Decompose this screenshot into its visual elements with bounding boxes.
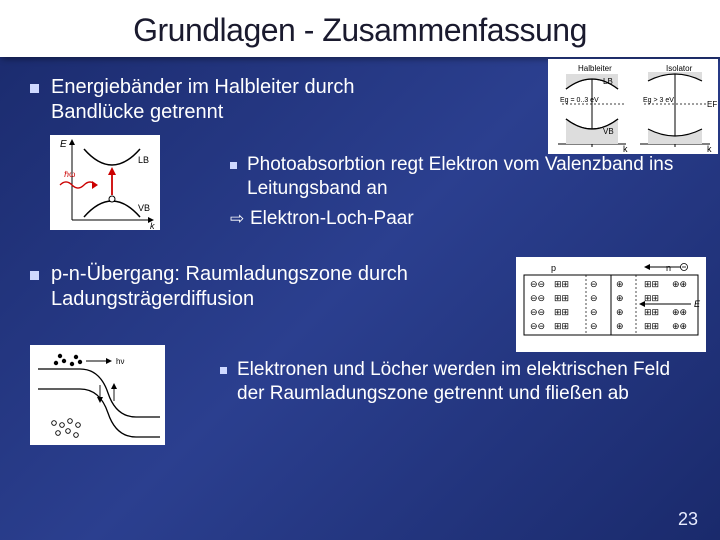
svg-text:⊖⊖: ⊖⊖ [530, 293, 545, 303]
label-halbleiter: Halbleiter [578, 64, 612, 73]
label-isolator: Isolator [666, 64, 693, 73]
svg-text:⊞⊞: ⊞⊞ [554, 321, 569, 331]
bullet-2b: ⇨ Elektron-Loch-Paar [230, 207, 690, 231]
label-lb-1: LB [603, 77, 613, 86]
bullet-square-icon [230, 162, 237, 169]
svg-text:⊞⊞: ⊞⊞ [644, 279, 659, 289]
svg-text:⊖: ⊖ [590, 307, 598, 317]
svg-text:hν: hν [116, 357, 124, 366]
svg-text:⊞⊞: ⊞⊞ [554, 293, 569, 303]
svg-text:⊕⊕: ⊕⊕ [672, 279, 687, 289]
label-hv: ℏω [64, 170, 75, 179]
bullet-3-text: p-n-Übergang: Raumladungszone durch Ladu… [51, 262, 450, 312]
bullet-3: p-n-Übergang: Raumladungszone durch Ladu… [30, 262, 450, 312]
label-eg1: Eg = 0..3 eV [560, 97, 599, 104]
svg-text:⊞⊞: ⊞⊞ [644, 293, 659, 303]
arrow-icon: ⇨ [230, 208, 244, 229]
svg-text:⊕⊕: ⊕⊕ [672, 321, 687, 331]
label-vb-2: VB [138, 203, 150, 213]
bullet-1: Energiebänder im Halbleiter durch Bandlü… [30, 75, 450, 125]
svg-text:⊖: ⊖ [590, 321, 598, 331]
title-bar: Grundlagen - Zusammenfassung [0, 0, 720, 57]
bullet-square-icon [30, 84, 39, 93]
label-E-field: E [694, 299, 701, 309]
svg-text:⊖⊖: ⊖⊖ [530, 279, 545, 289]
svg-text:⊕: ⊕ [616, 293, 624, 303]
bullet-2a: Photoabsorbtion regt Elektron vom Valenz… [230, 153, 690, 201]
svg-text:k: k [707, 144, 712, 154]
bullet-1-text: Energiebänder im Halbleiter durch Bandlü… [51, 75, 450, 125]
svg-text:⊖: ⊖ [590, 293, 598, 303]
svg-text:⊖: ⊖ [590, 279, 598, 289]
svg-text:⊖⊖: ⊖⊖ [530, 321, 545, 331]
diagram-bands-halbleiter-isolator: k Halbleiter LB VB Eg = 0..3 eV k [548, 59, 718, 154]
svg-text:⊕⊕: ⊕⊕ [672, 307, 687, 317]
bullet-square-icon [30, 271, 39, 280]
svg-text:⊖⊖: ⊖⊖ [530, 307, 545, 317]
svg-text:⊞⊞: ⊞⊞ [644, 321, 659, 331]
label-E: E [60, 139, 67, 150]
diagram-band-bending: hν [30, 345, 165, 445]
bullet-4: Elektronen und Löcher werden im elektris… [220, 358, 690, 406]
svg-text:⊞⊞: ⊞⊞ [554, 307, 569, 317]
label-eg2: Eg > 3 eV [643, 97, 674, 104]
svg-text:⊕: ⊕ [616, 279, 624, 289]
svg-text:⊕: ⊕ [616, 321, 624, 331]
svg-text:⊕: ⊕ [616, 307, 624, 317]
label-ef: EF [707, 100, 717, 109]
slide-number: 23 [678, 509, 698, 530]
content-area: Energiebänder im Halbleiter durch Bandlü… [0, 57, 720, 422]
diagram-pn-junction: p n E ⊖⊖⊖⊖⊖⊖⊖⊖ ⊞⊞⊞⊞⊞⊞⊞⊞ ⊖⊖⊖⊖ ⊕⊕⊕⊕ ⊞⊞⊞⊞⊞⊞… [516, 257, 706, 352]
bullet-2a-text: Photoabsorbtion regt Elektron vom Valenz… [247, 153, 690, 201]
svg-text:⊞⊞: ⊞⊞ [554, 279, 569, 289]
label-lb-2: LB [138, 155, 149, 165]
label-p: p [551, 263, 556, 273]
bullet-4-text: Elektronen und Löcher werden im elektris… [237, 358, 690, 406]
label-n: n [666, 263, 671, 273]
bullet-square-icon [220, 367, 227, 374]
page-title: Grundlagen - Zusammenfassung [20, 12, 700, 49]
svg-text:⊞⊞: ⊞⊞ [644, 307, 659, 317]
label-k: k [150, 221, 155, 230]
label-vb-1: VB [603, 127, 614, 136]
diagram-photon-absorption: E k LB VB ℏω [50, 135, 160, 230]
slide: Grundlagen - Zusammenfassung Energiebänd… [0, 0, 720, 540]
axis-k-label: k [623, 144, 628, 154]
bullet-2b-text: Elektron-Loch-Paar [250, 207, 690, 231]
